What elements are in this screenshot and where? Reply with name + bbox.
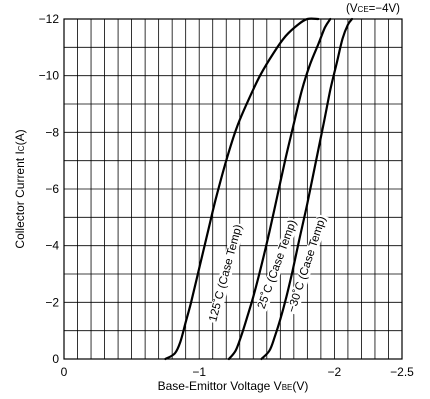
condition-prefix: (V [346, 3, 358, 15]
series-line [164, 17, 320, 361]
grid [64, 19, 402, 359]
x-tick-label: −1 [192, 365, 206, 379]
y-tick-label: −8 [45, 125, 59, 139]
y-tick-label: −2 [45, 295, 59, 309]
series-line [227, 17, 332, 361]
series-lines [164, 17, 354, 361]
y-axis-label-prefix: Collector Current I [13, 151, 27, 248]
condition-sub: CE [358, 5, 369, 14]
y-tick-label: −4 [45, 239, 59, 253]
plot-frame [63, 18, 403, 360]
y-axis-label: Collector Current IC(A) [13, 129, 27, 248]
x-axis-label-sub: BE [282, 383, 293, 392]
condition-suffix: =−4V) [369, 3, 400, 15]
y-axis-label-suffix: (A) [13, 129, 27, 145]
y-tick-label: −6 [45, 182, 59, 196]
y-tick-label: 0 [52, 352, 59, 366]
x-axis-label-prefix: Base-Emittor Voltage V [158, 379, 282, 393]
series-line [260, 17, 354, 361]
y-tick-label: −10 [39, 69, 60, 83]
curve-label-background [255, 217, 300, 312]
tick-labels: 0 −1 −2 −2.5 0 −2 −4 −6 −8 −10 −12 [39, 12, 415, 379]
x-tick-label: −2.5 [390, 365, 414, 379]
curve-label-background [206, 222, 246, 325]
y-axis-label-sub: C [17, 145, 26, 151]
condition-label: (VCE=−4V) [346, 3, 400, 15]
curve-labels: 125˚C (Case Temp) 25˚C (Case Temp)−30˚C (… [206, 213, 329, 325]
x-tick-label: −2 [328, 365, 342, 379]
x-axis-label: Base-Emittor Voltage VBE(V) [158, 379, 309, 393]
y-tick-label: −12 [39, 12, 60, 26]
x-tick-label: 0 [61, 365, 68, 379]
curve-label-background [285, 213, 329, 316]
x-axis-label-suffix: (V) [292, 379, 308, 393]
